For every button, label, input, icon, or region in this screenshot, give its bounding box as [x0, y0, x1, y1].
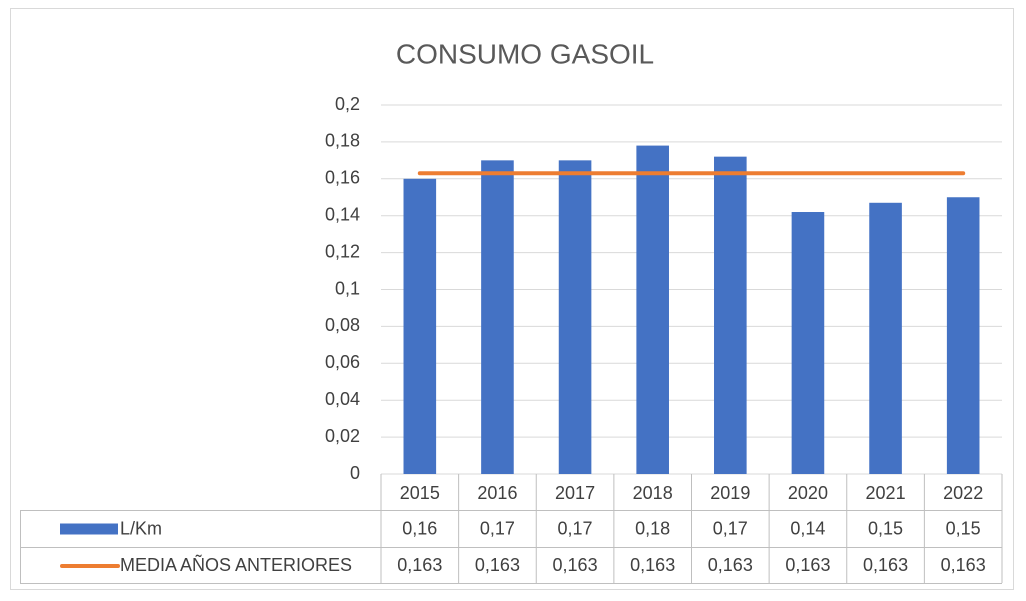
y-tick-label: 0 [350, 463, 360, 483]
table-value: 0,17 [713, 518, 748, 538]
x-tick-label: 2022 [943, 483, 983, 503]
y-tick-label: 0,06 [325, 352, 360, 372]
chart-title: CONSUMO GASOIL [396, 38, 654, 69]
x-tick-label: 2017 [555, 483, 595, 503]
bar [714, 156, 747, 474]
bar [869, 202, 902, 474]
table-value: 0,163 [863, 555, 908, 575]
y-tick-label: 0,14 [325, 204, 360, 224]
x-tick-label: 2019 [710, 483, 750, 503]
y-tick-label: 0,12 [325, 241, 360, 261]
legend-label: MEDIA AÑOS ANTERIORES [120, 554, 352, 575]
table-value: 0,163 [630, 555, 675, 575]
table-value: 0,163 [941, 555, 986, 575]
table-value: 0,17 [558, 518, 593, 538]
x-tick-label: 2021 [866, 483, 906, 503]
legend-key [60, 523, 118, 535]
y-tick-label: 0,16 [325, 168, 360, 188]
legend-label: L/Km [120, 518, 162, 538]
table-value: 0,163 [475, 555, 520, 575]
y-tick-label: 0,2 [335, 94, 360, 114]
table-value: 0,17 [480, 518, 515, 538]
bar [481, 160, 514, 474]
bar [791, 212, 825, 474]
table-value: 0,15 [868, 518, 903, 538]
bar [403, 178, 437, 475]
table-value: 0,163 [785, 555, 830, 575]
table-value: 0,18 [635, 518, 670, 538]
bar [946, 197, 980, 474]
table-value: 0,16 [402, 518, 437, 538]
y-tick-label: 0,08 [325, 315, 360, 335]
y-tick-label: 0,1 [335, 278, 360, 298]
y-tick-label: 0,02 [325, 426, 360, 446]
table-value: 0,163 [397, 555, 442, 575]
bar [636, 145, 669, 474]
table-value: 0,15 [946, 518, 981, 538]
y-tick-label: 0,04 [325, 389, 360, 409]
bar [558, 160, 592, 474]
x-tick-label: 2018 [633, 483, 673, 503]
x-tick-label: 2015 [400, 483, 440, 503]
y-tick-label: 0,18 [325, 131, 360, 151]
table-value: 0,14 [790, 518, 825, 538]
x-tick-label: 2020 [788, 483, 828, 503]
table-value: 0,163 [553, 555, 598, 575]
x-tick-label: 2016 [477, 483, 517, 503]
table-value: 0,163 [708, 555, 753, 575]
